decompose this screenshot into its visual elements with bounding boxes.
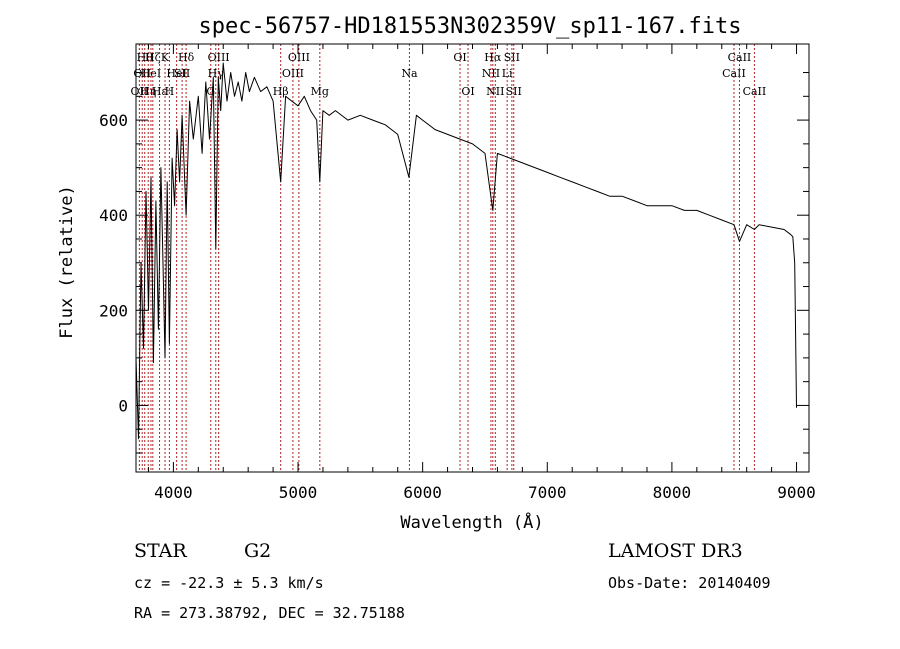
line-label-1: OII bbox=[133, 67, 151, 80]
y-axis: 0 200 400 600 bbox=[99, 72, 809, 454]
line-label-22: NII bbox=[482, 67, 500, 80]
spectral-line-markers: OIIOIIHθHηHeIHζHεKHHeISIIHδGHγOIIIHβOIII… bbox=[131, 44, 767, 472]
line-label-13: Hγ bbox=[208, 67, 225, 80]
x-tick-label-0: 4000 bbox=[154, 483, 193, 502]
line-label-11: Hδ bbox=[178, 51, 195, 64]
line-label-25: Li bbox=[502, 67, 513, 80]
x-tick-label-4: 8000 bbox=[653, 483, 692, 502]
object-subclass: G2 bbox=[244, 540, 272, 562]
obs-date: Obs-Date: 20140409 bbox=[608, 574, 771, 592]
spectrum-layer bbox=[135, 62, 797, 440]
coordinates: RA = 273.38792, DEC = 32.75188 bbox=[134, 604, 405, 622]
line-label-24: NII bbox=[486, 85, 504, 98]
line-label-29: CaII bbox=[728, 51, 752, 64]
x-tick-label-2: 6000 bbox=[403, 483, 442, 502]
plot-frame bbox=[135, 43, 810, 473]
line-label-3: Hη bbox=[140, 85, 156, 98]
object-class: STAR bbox=[134, 540, 187, 562]
line-label-6: Hε bbox=[152, 85, 168, 98]
line-label-30: CaII bbox=[743, 85, 767, 98]
line-label-26: SII bbox=[504, 51, 520, 64]
redshift-readout: cz = -22.3 ± 5.3 km/s bbox=[134, 574, 324, 592]
x-axis-label: Wavelength (Å) bbox=[400, 511, 543, 533]
line-label-0: OII bbox=[131, 85, 149, 98]
line-label-16: OIII bbox=[282, 67, 304, 80]
line-label-27: SII bbox=[506, 85, 522, 98]
y-axis-label: Flux (relative) bbox=[57, 185, 77, 339]
x-tick-label-1: 5000 bbox=[279, 483, 318, 502]
chart-title: spec-56757-HD181553N302359V_sp11-167.fit… bbox=[198, 14, 741, 39]
spectrum-line bbox=[135, 62, 797, 440]
line-label-28: CaII bbox=[722, 67, 746, 80]
x-tick-label-5: 9000 bbox=[777, 483, 816, 502]
line-label-10: SII bbox=[174, 67, 190, 80]
line-label-19: Na bbox=[401, 67, 418, 80]
line-label-17: OIII bbox=[288, 51, 310, 64]
line-label-20: OI bbox=[453, 51, 466, 64]
y-tick-label-3: 600 bbox=[99, 111, 128, 130]
line-label-12: G bbox=[206, 85, 215, 98]
line-label-21: OI bbox=[461, 85, 474, 98]
x-tick-label-3: 7000 bbox=[528, 483, 567, 502]
line-label-15: Hβ bbox=[273, 85, 289, 98]
y-tick-label-0: 0 bbox=[118, 396, 128, 415]
line-label-23: Hα bbox=[484, 51, 502, 64]
x-axis: 4000 5000 6000 7000 8000 9000 bbox=[147, 44, 816, 502]
line-label-14: OIII bbox=[208, 51, 230, 64]
line-label-8: H bbox=[165, 85, 175, 98]
line-label-5: Hζ bbox=[145, 51, 161, 64]
y-tick-label-2: 400 bbox=[99, 206, 128, 225]
line-label-7: K bbox=[161, 51, 170, 64]
line-label-2: Hθ bbox=[137, 51, 154, 64]
survey-name: LAMOST DR3 bbox=[608, 540, 743, 562]
line-label-4: HeI bbox=[141, 67, 161, 80]
line-label-18: Mg bbox=[311, 85, 329, 98]
y-tick-label-1: 200 bbox=[99, 301, 128, 320]
